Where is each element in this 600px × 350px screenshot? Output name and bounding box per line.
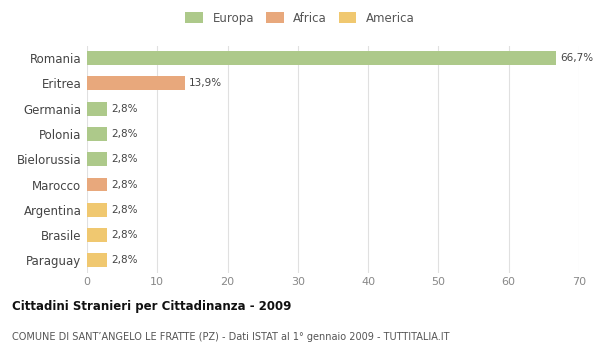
Bar <box>87 152 107 166</box>
Bar <box>87 228 107 242</box>
Bar <box>87 203 107 217</box>
Text: 2,8%: 2,8% <box>111 129 137 139</box>
Text: COMUNE DI SANT’ANGELO LE FRATTE (PZ) - Dati ISTAT al 1° gennaio 2009 - TUTTITALI: COMUNE DI SANT’ANGELO LE FRATTE (PZ) - D… <box>12 331 449 342</box>
Legend: Europa, Africa, America: Europa, Africa, America <box>183 9 417 27</box>
Bar <box>87 51 556 65</box>
Text: 2,8%: 2,8% <box>111 256 137 265</box>
Text: Cittadini Stranieri per Cittadinanza - 2009: Cittadini Stranieri per Cittadinanza - 2… <box>12 300 292 313</box>
Bar <box>87 177 107 191</box>
Bar <box>87 253 107 267</box>
Bar <box>87 127 107 141</box>
Text: 66,7%: 66,7% <box>560 53 593 63</box>
Text: 13,9%: 13,9% <box>189 78 222 89</box>
Text: 2,8%: 2,8% <box>111 180 137 190</box>
Text: 2,8%: 2,8% <box>111 230 137 240</box>
Text: 2,8%: 2,8% <box>111 154 137 164</box>
Text: 2,8%: 2,8% <box>111 104 137 114</box>
Bar <box>87 102 107 116</box>
Text: 2,8%: 2,8% <box>111 205 137 215</box>
Bar <box>87 76 185 90</box>
